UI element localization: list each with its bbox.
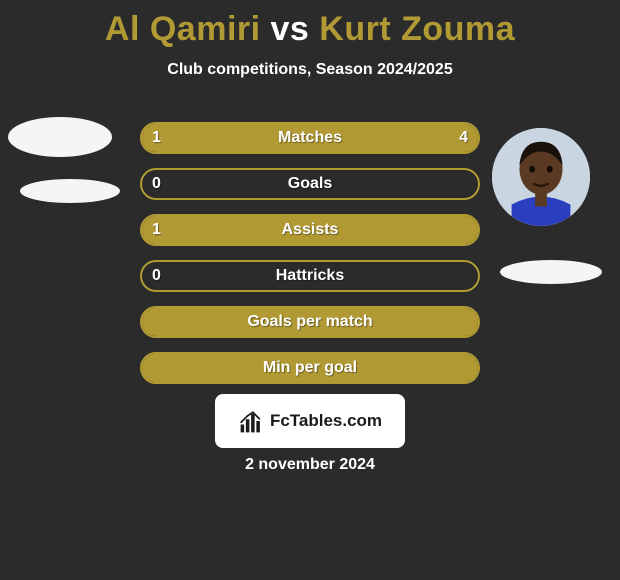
player2-name: Kurt Zouma: [319, 10, 515, 48]
bar-label: Hattricks: [142, 262, 478, 290]
bar-fill-left: [142, 216, 478, 244]
bar-fill-left: [142, 308, 478, 336]
player2-avatar: [492, 128, 590, 226]
subtitle: Club competitions, Season 2024/2025: [0, 61, 620, 79]
brand-badge: FcTables.com: [215, 394, 405, 448]
bar-value-left: 0: [152, 170, 161, 198]
player1-name: Al Qamiri: [105, 10, 261, 48]
brand-text: FcTables.com: [270, 411, 382, 431]
stat-bar: Min per goal: [140, 352, 480, 384]
stat-bars: Matches14Goals0Assists1Hattricks0Goals p…: [140, 122, 480, 384]
stat-bar: Goals per match: [140, 306, 480, 338]
bar-label: Goals: [142, 170, 478, 198]
player2-club-pill: [500, 260, 602, 284]
bar-fill-left: [142, 124, 209, 152]
player1-club-pill: [20, 179, 120, 203]
player2-portrait-icon: [492, 128, 590, 226]
page-title: Al Qamiri vs Kurt Zouma: [0, 0, 620, 49]
stat-bar: Matches14: [140, 122, 480, 154]
vs-word: vs: [261, 10, 320, 48]
bar-fill-left: [142, 354, 478, 382]
stat-bar: Hattricks0: [140, 260, 480, 292]
stat-bar: Assists1: [140, 214, 480, 246]
bar-fill-right: [209, 124, 478, 152]
player1-avatar: [8, 117, 112, 157]
bar-value-left: 0: [152, 262, 161, 290]
fctables-logo-icon: [238, 407, 266, 435]
footer-date: 2 november 2024: [0, 456, 620, 474]
stat-bar: Goals0: [140, 168, 480, 200]
